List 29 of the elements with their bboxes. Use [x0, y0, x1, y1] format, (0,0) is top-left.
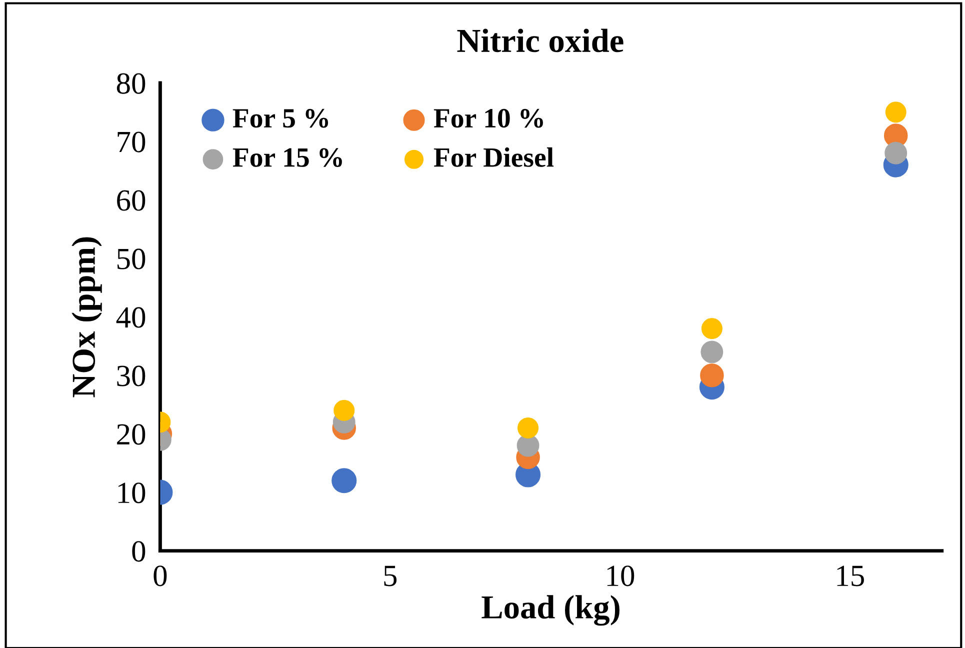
point	[700, 363, 724, 388]
legend-label: For 10 %	[434, 108, 543, 128]
point	[516, 434, 540, 457]
y-tick-label: 0	[132, 541, 146, 562]
y-tick-label: 40	[116, 307, 146, 328]
point	[518, 417, 539, 439]
point	[332, 468, 357, 494]
x-tick-label: 15	[837, 566, 864, 586]
y-tick-label: 30	[117, 366, 146, 386]
point	[884, 142, 908, 164]
y-tick-label: 50	[118, 248, 146, 270]
chart-title: Nitric oxide	[457, 28, 624, 52]
point	[700, 340, 724, 364]
y-tick-label: 70	[118, 132, 146, 152]
point	[885, 102, 906, 123]
x-tick-label: 10	[607, 566, 634, 586]
y-tick-label: 80	[116, 73, 146, 94]
legend-label: For 15 %	[232, 148, 342, 167]
x-tick-label: 0	[154, 566, 167, 586]
legend-label: For Diesel	[434, 147, 554, 167]
x-tick-label: 5	[384, 566, 397, 586]
y-tick-label: 10	[118, 482, 146, 504]
x-axis-title: Load (kg)	[482, 595, 620, 626]
point	[701, 318, 722, 340]
point	[334, 400, 355, 421]
y-axis-title: NOx (ppm)	[72, 237, 102, 398]
legend-label: For 5 %	[232, 108, 328, 128]
y-tick-label: 60	[117, 190, 146, 211]
y-tick-label: 20	[117, 424, 146, 445]
